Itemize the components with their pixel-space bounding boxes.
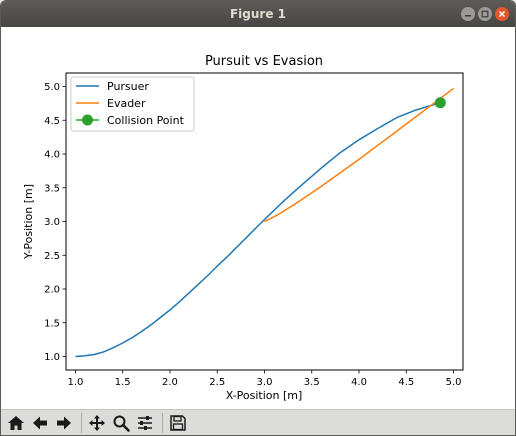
title-bar[interactable]: Figure 1 (1, 1, 515, 27)
close-icon[interactable] (495, 7, 509, 21)
y-tick-label: 4.0 (44, 150, 60, 161)
collision-point-marker (434, 97, 446, 109)
x-axis-ticks: 1.0 1.5 2.0 2.5 3.0 3.5 4.0 4.5 5.0 (67, 370, 462, 388)
legend-frame (70, 76, 195, 132)
toolbar-separator (81, 412, 82, 433)
evader-line (264, 87, 454, 223)
back-arrow-icon[interactable] (29, 412, 51, 434)
x-tick-label: 3.5 (304, 377, 320, 388)
forward-arrow-icon[interactable] (53, 412, 75, 434)
home-icon[interactable] (5, 412, 27, 434)
x-tick-label: 3.0 (257, 377, 273, 388)
series-group (75, 87, 454, 358)
y-tick-label: 2.0 (44, 285, 60, 296)
y-tick-label: 5.0 (44, 82, 60, 93)
window-title: Figure 1 (229, 7, 287, 21)
x-axis-label: X-Position [m] (226, 389, 303, 402)
window-controls (461, 7, 509, 21)
legend-pursuer-label: Pursuer (107, 80, 149, 93)
configure-subplots-icon[interactable] (134, 412, 156, 434)
y-tick-label: 1.0 (44, 352, 60, 363)
y-tick-label: 3.0 (44, 217, 60, 228)
legend-collision-swatch-marker (82, 114, 93, 126)
y-axis-ticks: 1.0 1.5 2.0 2.5 3.0 3.5 4.0 4.5 5.0 (44, 82, 66, 363)
legend: Pursuer Evader Collision Point (70, 76, 195, 132)
y-axis-label: Y-Position [m] (22, 184, 35, 260)
y-tick-label: 4.5 (44, 116, 60, 127)
y-tick-label: 3.5 (44, 183, 60, 194)
chart-svg: Pursuit vs Evasion 1.0 1.5 2.0 2.5 3.0 3.5 4.0… (22, 54, 464, 402)
y-tick-label: 1.5 (44, 318, 60, 329)
x-tick-label: 2.5 (209, 377, 225, 388)
legend-evader-label: Evader (107, 97, 146, 110)
x-tick-label: 4.5 (398, 377, 414, 388)
zoom-icon[interactable] (110, 412, 132, 434)
pan-icon[interactable] (86, 412, 108, 434)
maximize-icon[interactable] (478, 7, 492, 21)
toolbar-separator (162, 412, 163, 433)
minimize-icon[interactable] (461, 7, 475, 21)
y-tick-label: 2.5 (44, 251, 60, 262)
navigation-toolbar (1, 409, 515, 435)
chart-title: Pursuit vs Evasion (205, 54, 323, 69)
x-tick-label: 2.0 (162, 377, 178, 388)
legend-collision-label: Collision Point (107, 114, 185, 127)
x-tick-label: 1.0 (67, 377, 83, 388)
x-tick-label: 5.0 (446, 377, 462, 388)
save-icon[interactable] (167, 412, 189, 434)
pursuer-line (75, 101, 441, 358)
figure-canvas: Pursuit vs Evasion 1.0 1.5 2.0 2.5 3.0 3.5 4.0… (1, 27, 515, 409)
x-tick-label: 4.0 (351, 377, 367, 388)
x-tick-label: 1.5 (115, 377, 131, 388)
